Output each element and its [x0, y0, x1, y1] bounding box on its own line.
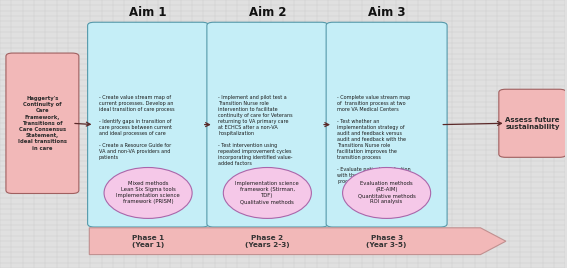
Text: Mixed methods
Lean Six Sigma tools
Implementation science
framework (PRISM): Mixed methods Lean Six Sigma tools Imple…	[116, 181, 180, 204]
FancyBboxPatch shape	[499, 89, 566, 157]
FancyBboxPatch shape	[88, 22, 209, 227]
Ellipse shape	[223, 168, 311, 218]
Ellipse shape	[104, 168, 192, 218]
Text: - Complete value stream map
of  transition process at two
more VA Medical Center: - Complete value stream map of transitio…	[337, 95, 411, 184]
FancyBboxPatch shape	[326, 22, 447, 227]
Text: Assess future
sustainability: Assess future sustainability	[505, 117, 560, 130]
Text: Phase 1
(Year 1): Phase 1 (Year 1)	[132, 235, 164, 248]
Text: Evaluation methods
(RE-AIM)
Quantitative methods
ROI analysis: Evaluation methods (RE-AIM) Quantitative…	[358, 181, 416, 204]
Text: Phase 2
(Years 2-3): Phase 2 (Years 2-3)	[245, 235, 290, 248]
Ellipse shape	[342, 168, 431, 218]
Text: - Create value stream map of
current processes. Develop an
ideal transition of c: - Create value stream map of current pro…	[99, 95, 175, 160]
Text: Haggerty's
Continuity of
Care
Framework,
Transitions of
Care Consensus
Statement: Haggerty's Continuity of Care Framework,…	[18, 96, 67, 151]
Text: - Implement and pilot test a
Transition Nurse role
intervention to facilitate
co: - Implement and pilot test a Transition …	[218, 95, 293, 166]
FancyBboxPatch shape	[6, 53, 79, 193]
Polygon shape	[90, 228, 506, 255]
Text: Aim 1: Aim 1	[129, 6, 167, 19]
Text: Phase 3
(Year 3-5): Phase 3 (Year 3-5)	[366, 235, 407, 248]
Text: Aim 2: Aim 2	[248, 6, 286, 19]
FancyBboxPatch shape	[207, 22, 328, 227]
Text: Implementation science
framework (Stirman,
TDF)
Qualitative methods: Implementation science framework (Stirma…	[235, 181, 299, 204]
Text: Aim 3: Aim 3	[368, 6, 405, 19]
